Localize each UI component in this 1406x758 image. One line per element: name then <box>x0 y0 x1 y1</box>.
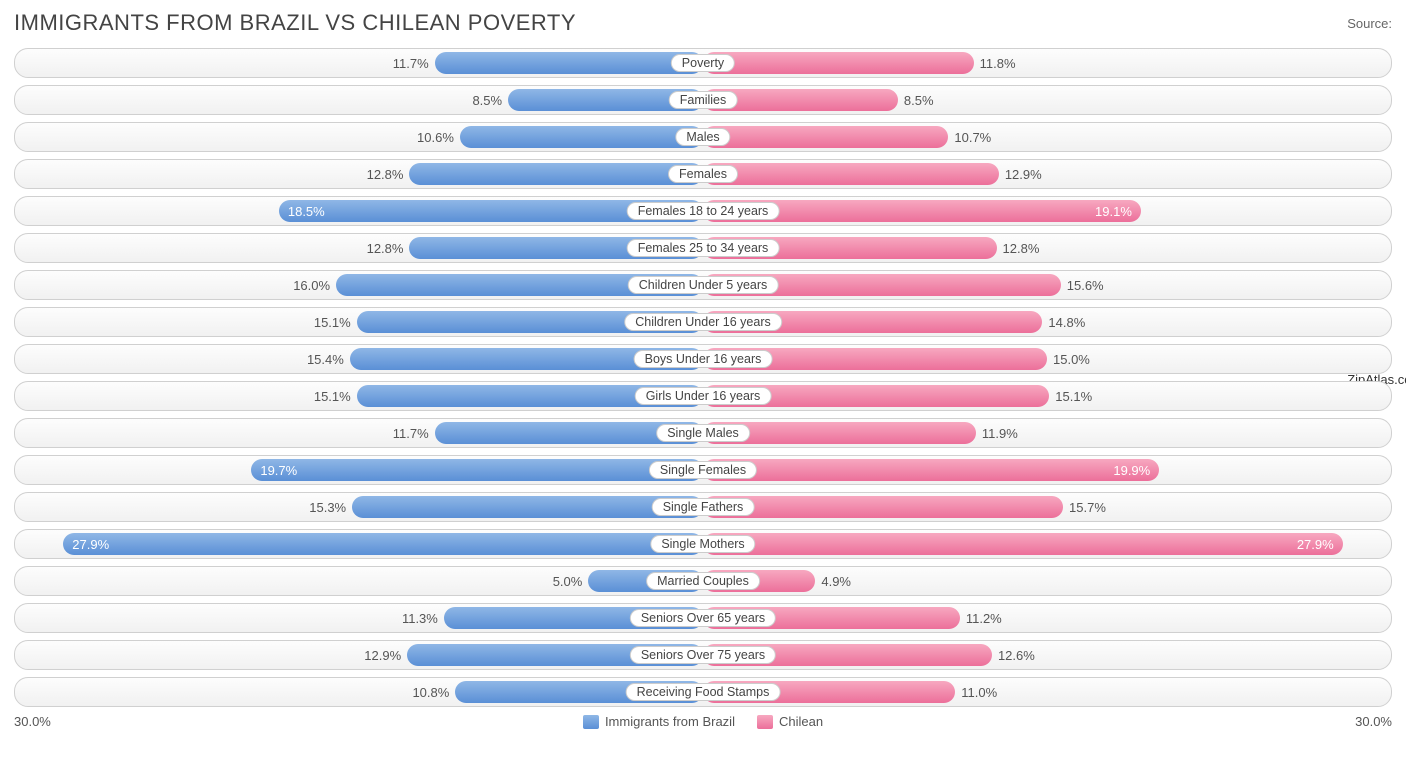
category-label: Families <box>669 91 738 109</box>
value-right: 14.8% <box>1048 311 1085 333</box>
value-right: 19.1% <box>1095 200 1132 222</box>
bar-left <box>63 533 703 555</box>
bar-right <box>703 496 1063 518</box>
chart-source: Source: ZipAtlas.com <box>1347 16 1392 31</box>
chart-row: 11.3% 11.2% Seniors Over 65 years <box>14 603 1392 633</box>
value-left: 11.3% <box>402 607 438 629</box>
value-right: 15.0% <box>1053 348 1090 370</box>
value-left: 15.1% <box>314 385 351 407</box>
chart-row: 12.8% 12.8% Females 25 to 34 years <box>14 233 1392 263</box>
value-right: 15.6% <box>1067 274 1104 296</box>
legend-item-right: Chilean <box>757 714 823 729</box>
value-left: 12.9% <box>364 644 401 666</box>
value-left: 10.6% <box>417 126 454 148</box>
category-label: Children Under 5 years <box>628 276 779 294</box>
value-right: 8.5% <box>904 89 934 111</box>
bar-left <box>352 496 703 518</box>
axis-max-left: 30.0% <box>14 714 51 729</box>
value-left: 11.7% <box>393 422 429 444</box>
category-label: Females 25 to 34 years <box>627 239 780 257</box>
bar-left <box>435 52 703 74</box>
category-label: Single Females <box>649 461 757 479</box>
legend-swatch-blue <box>583 715 599 729</box>
value-left: 27.9% <box>72 533 109 555</box>
bar-right <box>703 52 974 74</box>
category-label: Seniors Over 75 years <box>630 646 776 664</box>
value-right: 11.0% <box>961 681 997 703</box>
category-label: Boys Under 16 years <box>634 350 773 368</box>
bar-left <box>251 459 703 481</box>
chart-row: 15.1% 15.1% Girls Under 16 years <box>14 381 1392 411</box>
category-label: Married Couples <box>646 572 760 590</box>
chart-row: 11.7% 11.8% Poverty <box>14 48 1392 78</box>
value-left: 5.0% <box>553 570 583 592</box>
value-right: 15.1% <box>1055 385 1092 407</box>
chart-row: 10.8% 11.0% Receiving Food Stamps <box>14 677 1392 707</box>
chart-row: 19.7% 19.9% Single Females <box>14 455 1392 485</box>
chart-row: 15.4% 15.0% Boys Under 16 years <box>14 344 1392 374</box>
value-right: 27.9% <box>1297 533 1334 555</box>
bar-left <box>409 163 703 185</box>
category-label: Receiving Food Stamps <box>626 683 781 701</box>
value-left: 15.3% <box>309 496 346 518</box>
bar-right <box>703 533 1343 555</box>
value-left: 11.7% <box>393 52 429 74</box>
chart-title: IMMIGRANTS FROM BRAZIL VS CHILEAN POVERT… <box>14 10 576 36</box>
value-left: 10.8% <box>412 681 449 703</box>
category-label: Females 18 to 24 years <box>627 202 780 220</box>
category-label: Single Mothers <box>650 535 755 553</box>
chart-row: 12.9% 12.6% Seniors Over 75 years <box>14 640 1392 670</box>
value-left: 15.4% <box>307 348 344 370</box>
bar-right <box>703 163 999 185</box>
value-right: 11.2% <box>966 607 1002 629</box>
chart-row: 11.7% 11.9% Single Males <box>14 418 1392 448</box>
value-left: 12.8% <box>367 163 404 185</box>
chart-row: 18.5% 19.1% Females 18 to 24 years <box>14 196 1392 226</box>
bar-right <box>703 459 1159 481</box>
value-right: 11.9% <box>982 422 1018 444</box>
chart-row: 15.1% 14.8% Children Under 16 years <box>14 307 1392 337</box>
value-right: 19.9% <box>1113 459 1150 481</box>
value-left: 8.5% <box>472 89 502 111</box>
value-right: 12.6% <box>998 644 1035 666</box>
value-right: 15.7% <box>1069 496 1106 518</box>
chart-row: 8.5% 8.5% Families <box>14 85 1392 115</box>
chart-row: 5.0% 4.9% Married Couples <box>14 566 1392 596</box>
value-left: 16.0% <box>293 274 330 296</box>
value-right: 12.9% <box>1005 163 1042 185</box>
category-label: Males <box>675 128 730 146</box>
category-label: Single Fathers <box>652 498 755 516</box>
bar-left <box>460 126 703 148</box>
chart-row: 16.0% 15.6% Children Under 5 years <box>14 270 1392 300</box>
chart-row: 12.8% 12.9% Females <box>14 159 1392 189</box>
diverging-bar-chart: 11.7%11.8%Poverty8.5%8.5%Families10.6%10… <box>14 48 1392 707</box>
bar-right <box>703 126 948 148</box>
chart-footer: 30.0% Immigrants from Brazil Chilean 30.… <box>14 714 1392 729</box>
value-right: 10.7% <box>954 126 991 148</box>
chart-row: 27.9% 27.9% Single Mothers <box>14 529 1392 559</box>
category-label: Children Under 16 years <box>624 313 782 331</box>
legend-swatch-pink <box>757 715 773 729</box>
category-label: Single Males <box>656 424 750 442</box>
value-right: 12.8% <box>1003 237 1040 259</box>
legend-item-left: Immigrants from Brazil <box>583 714 735 729</box>
value-right: 4.9% <box>821 570 851 592</box>
value-left: 12.8% <box>367 237 404 259</box>
chart-header: IMMIGRANTS FROM BRAZIL VS CHILEAN POVERT… <box>14 10 1392 36</box>
value-right: 11.8% <box>980 52 1016 74</box>
category-label: Poverty <box>671 54 735 72</box>
value-left: 15.1% <box>314 311 351 333</box>
legend-label-left: Immigrants from Brazil <box>605 714 735 729</box>
chart-row: 10.6% 10.7% Males <box>14 122 1392 152</box>
category-label: Seniors Over 65 years <box>630 609 776 627</box>
legend-label-right: Chilean <box>779 714 823 729</box>
value-left: 18.5% <box>288 200 325 222</box>
category-label: Girls Under 16 years <box>635 387 772 405</box>
chart-row: 15.3% 15.7% Single Fathers <box>14 492 1392 522</box>
category-label: Females <box>668 165 738 183</box>
legend: Immigrants from Brazil Chilean <box>583 714 823 729</box>
value-left: 19.7% <box>260 459 297 481</box>
